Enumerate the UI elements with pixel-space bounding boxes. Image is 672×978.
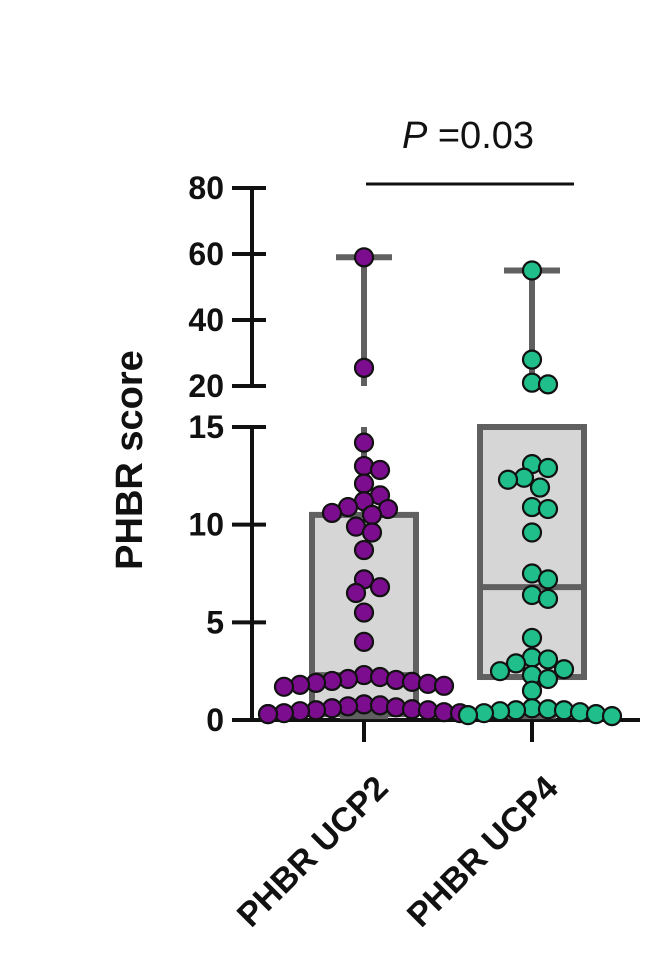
data-point-ucp4-24 [521, 680, 543, 701]
p-value-text: =0.03 [427, 115, 534, 157]
data-point-ucp4-16 [521, 627, 543, 649]
data-point-ucp4-33 [457, 705, 479, 726]
data-point-ucp2-13 [361, 522, 383, 543]
data-point-ucp2-17 [345, 582, 367, 604]
data-point-ucp4-21 [489, 661, 511, 682]
data-point-ucp2-4 [369, 459, 391, 481]
p-value-annotation: P =0.03 [402, 115, 534, 157]
data-point-ucp2-5 [353, 473, 375, 494]
data-point-ucp4-34 [601, 705, 623, 727]
data-point-ucp2-19 [353, 631, 375, 652]
data-point-ucp2-21 [369, 666, 391, 688]
data-point-ucp4-11 [521, 522, 543, 543]
data-point-ucp2-11 [361, 504, 383, 526]
data-point-ucp2-0 [353, 247, 375, 268]
data-point-ucp4-15 [537, 588, 559, 609]
y-axis-title: PHBR score [109, 350, 151, 570]
category-label-ucp4: PHBR UCP4 [400, 769, 566, 935]
data-point-ucp4-1 [521, 349, 543, 370]
data-point-ucp2-2 [353, 432, 375, 453]
data-point-ucp4-3 [537, 374, 559, 395]
data-point-ucp4-19 [505, 653, 527, 674]
data-point-ucp4-10 [537, 498, 559, 520]
data-point-ucp4-8 [529, 477, 551, 498]
data-point-ucp2-30 [273, 676, 295, 697]
data-point-ucp2-14 [353, 539, 375, 561]
y-tick-label-upper-2: 60 [188, 236, 224, 272]
data-point-ucp4-23 [537, 668, 559, 690]
data-point-ucp2-18 [353, 602, 375, 623]
data-point-ucp4-13 [537, 569, 559, 590]
y-tick-label-upper-1: 40 [188, 302, 224, 338]
y-tick-label-upper-0: 20 [188, 368, 224, 404]
data-point-ucp4-7 [497, 469, 519, 490]
y-tick-label-lower-3: 15 [188, 409, 224, 445]
data-point-ucp4-0 [521, 260, 543, 281]
data-point-ucp4-18 [537, 649, 559, 670]
y-tick-label-lower-0: 0 [206, 702, 224, 738]
category-label-ucp2: PHBR UCP2 [230, 769, 396, 935]
data-point-ucp2-16 [369, 577, 391, 598]
data-point-ucp2-44 [257, 704, 279, 725]
data-point-ucp4-20 [553, 659, 575, 680]
data-point-ucp2-1 [353, 357, 375, 378]
y-tick-label-upper-3: 80 [188, 170, 224, 206]
p-value-prefix: P [402, 115, 428, 157]
data-point-ucp2-29 [433, 675, 455, 696]
y-tick-label-lower-1: 5 [206, 604, 224, 640]
data-point-ucp4-5 [537, 457, 559, 479]
y-tick-label-lower-2: 10 [188, 507, 224, 543]
data-point-ucp2-10 [321, 502, 343, 524]
